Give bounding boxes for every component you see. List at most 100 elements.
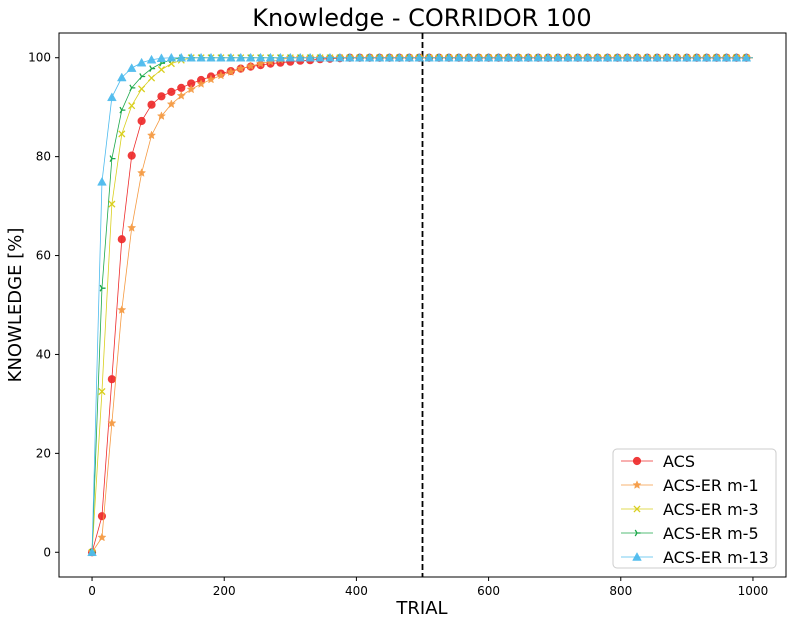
data-point xyxy=(672,52,682,62)
x-tick-label: 800 xyxy=(609,584,632,598)
data-point xyxy=(563,52,573,62)
legend-label: ACS-ER m-1 xyxy=(663,476,759,495)
y-tick-label: 20 xyxy=(36,446,51,460)
data-point xyxy=(149,65,156,72)
data-point xyxy=(701,52,712,62)
legend-entry: ACS-ER m-3 xyxy=(621,500,759,519)
x-tick-label: 1000 xyxy=(738,584,769,598)
data-point xyxy=(255,52,266,62)
data-point xyxy=(255,58,266,68)
data-point xyxy=(97,176,107,186)
data-point xyxy=(335,52,345,62)
data-point xyxy=(245,52,256,62)
data-point xyxy=(513,52,524,62)
data-point xyxy=(157,66,166,74)
data-point xyxy=(235,52,246,62)
data-point xyxy=(572,52,583,62)
data-point xyxy=(206,74,216,84)
y-tick-label: 60 xyxy=(36,249,51,263)
data-point xyxy=(156,53,167,62)
data-point xyxy=(325,52,335,62)
data-point xyxy=(216,70,226,80)
chart-title: Knowledge - CORRIDOR 100 xyxy=(252,4,591,32)
data-point xyxy=(107,92,117,102)
series-line xyxy=(91,57,753,553)
data-point xyxy=(119,106,126,114)
data-point xyxy=(533,52,543,62)
data-point xyxy=(246,61,256,71)
data-point xyxy=(285,52,296,62)
data-point xyxy=(138,85,146,93)
data-point xyxy=(147,100,156,109)
legend-entry: ACS-ER m-1 xyxy=(621,476,759,495)
data-point xyxy=(99,284,106,292)
data-point xyxy=(305,52,315,62)
data-point xyxy=(236,63,246,73)
legend-marker xyxy=(632,552,642,561)
y-tick-label: 80 xyxy=(36,150,51,164)
data-point xyxy=(315,52,325,62)
legend-entry: ACS-ER m-5 xyxy=(621,524,759,543)
data-point xyxy=(582,52,593,62)
data-point xyxy=(404,52,415,62)
data-point xyxy=(186,84,196,94)
data-point xyxy=(167,60,175,68)
series-line xyxy=(91,57,753,553)
data-point xyxy=(691,52,702,62)
data-point xyxy=(424,52,434,62)
data-point xyxy=(444,52,454,62)
data-point xyxy=(493,52,504,62)
data-point xyxy=(176,90,186,100)
data-point xyxy=(602,52,613,62)
legend-label: ACS xyxy=(663,452,695,471)
data-point xyxy=(129,84,136,92)
axes-group: 0 200 400 600 800 1000 0 20 40 60 80 100 xyxy=(28,51,768,598)
data-point xyxy=(612,52,623,62)
data-point xyxy=(146,130,157,140)
legend-marker xyxy=(632,480,642,489)
legend-marker xyxy=(632,456,642,466)
data-point xyxy=(662,52,672,62)
legend-marker xyxy=(634,529,641,537)
legend-box xyxy=(612,448,777,569)
data-point xyxy=(652,52,662,62)
series-group xyxy=(87,52,753,557)
legend-label: ACS-ER m-5 xyxy=(663,524,759,543)
data-point xyxy=(177,83,186,92)
data-point xyxy=(543,52,553,62)
x-tick-label: 600 xyxy=(477,584,500,598)
data-point xyxy=(107,375,116,384)
data-point xyxy=(344,52,355,62)
data-point xyxy=(176,52,187,62)
legend: ACS ACS-ER m-1 ACS-ER m-3 ACS-ER m-5 ACS-ER … xyxy=(612,448,777,569)
x-tick-label: 200 xyxy=(213,584,236,598)
legend-entry: ACS-ER m-13 xyxy=(621,548,769,567)
data-point xyxy=(434,52,444,62)
data-point xyxy=(127,222,137,232)
data-point xyxy=(632,52,643,62)
data-point xyxy=(394,52,405,62)
data-point xyxy=(107,418,117,428)
data-point xyxy=(109,155,116,163)
data-point xyxy=(127,151,136,160)
data-point xyxy=(108,200,116,208)
data-point xyxy=(374,52,385,62)
data-point xyxy=(642,52,653,62)
data-point xyxy=(166,99,176,109)
data-point xyxy=(364,52,375,62)
data-point xyxy=(156,111,167,121)
data-point xyxy=(622,52,633,62)
data-point xyxy=(384,52,395,62)
legend-label: ACS-ER m-3 xyxy=(663,500,759,519)
data-point xyxy=(275,52,286,62)
y-tick-label: 40 xyxy=(36,347,51,361)
data-point xyxy=(147,74,156,82)
data-point xyxy=(216,52,226,62)
data-point xyxy=(87,547,97,557)
data-point xyxy=(98,387,106,396)
data-point xyxy=(483,52,494,62)
data-point xyxy=(682,52,692,62)
data-point xyxy=(741,52,752,62)
data-point xyxy=(196,79,206,88)
data-point xyxy=(196,52,206,62)
